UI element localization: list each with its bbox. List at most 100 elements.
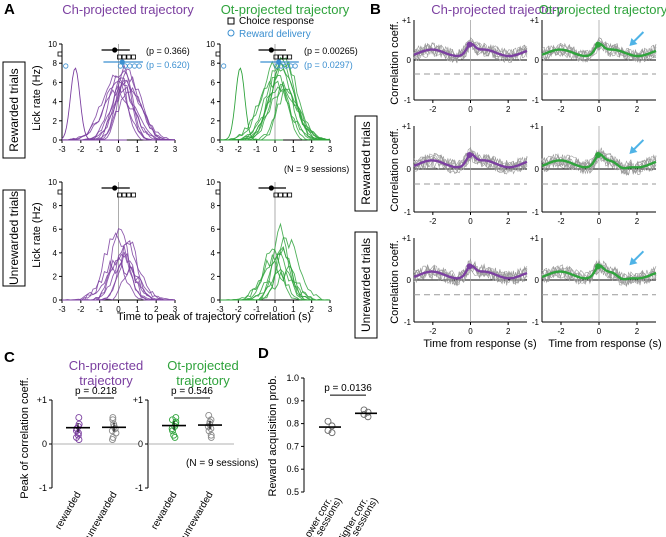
- ytick-label-ch-unrewarded: 0: [53, 296, 58, 305]
- xtick-label-b-ch-row2: 2: [506, 217, 511, 226]
- xtick-label-b-ch-row3: 0: [468, 327, 473, 336]
- xtick-label-b-ot-row2: 0: [597, 217, 602, 226]
- ytick-label-ot-rewarded: 8: [211, 59, 216, 68]
- choice-marker-square-ch-unrewarded: [121, 192, 127, 198]
- xtick-label-ot-unrewarded: 3: [328, 305, 333, 314]
- panel-letter-d: D: [258, 345, 269, 362]
- xtick-label-b-ch-row1: -2: [429, 105, 437, 114]
- ytick-label-b-ch-row2: 0: [407, 165, 412, 174]
- session-trace-b-ot-row3: [541, 260, 657, 286]
- xtick-label-ch-rewarded: 3: [173, 145, 178, 154]
- ytick-label-b-ot-row1: -1: [532, 96, 540, 105]
- choice-marker-square-ch-unrewarded: [131, 192, 136, 198]
- ytick-label-b-ot-row2: 0: [535, 165, 540, 174]
- ytick-label-ot-unrewarded: 2: [211, 272, 216, 281]
- svg-text:Ch-projected: Ch-projected: [69, 358, 143, 373]
- xtick-label-ch-unrewarded: -1: [96, 305, 104, 314]
- data-point-c-ot-rewarded: [169, 427, 176, 435]
- ytick-label-ch-rewarded: 0: [53, 136, 58, 145]
- svg-text:trajectory: trajectory: [176, 373, 230, 388]
- ytick-label-c-ch: -1: [39, 483, 47, 493]
- xtick-label-b-ot-row1: 0: [597, 105, 602, 114]
- panel-b-ylabel-row1: Correlation coeff.: [389, 21, 401, 105]
- ytick-label-d: 0.5: [286, 487, 299, 497]
- svg-text:Rewarded trials: Rewarded trials: [359, 121, 373, 204]
- ytick-label-ch-unrewarded: 8: [53, 202, 58, 211]
- panel-a-pval-ot-reward: (p = 0.0297): [304, 60, 353, 70]
- xtick-label-ch-rewarded: -1: [96, 145, 104, 154]
- panel-b-title-ch: Ch-projected trajectory: [431, 2, 563, 17]
- panel-a-ylabel-top: Lick rate (Hz): [31, 65, 43, 130]
- xtick-label-ot-rewarded: -2: [235, 145, 243, 154]
- ytick-label-b-ot-row3: 0: [535, 276, 540, 285]
- data-point-c-ot-unrewarded: [207, 433, 215, 441]
- ytick-label-c-ot: 0: [138, 439, 143, 449]
- reward-marker-circle-ch-rewarded: [63, 63, 69, 69]
- ytick-label-d: 0.8: [286, 419, 299, 429]
- ytick-label-b-ch-row3: -1: [404, 318, 412, 327]
- ytick-label-d: 1.0: [286, 373, 299, 383]
- choice-marker-square-ch-rewarded: [117, 54, 122, 60]
- data-point-c-ch-unrewarded: [109, 436, 116, 444]
- ytick-label-ot-unrewarded: 10: [206, 178, 215, 187]
- ytick-label-c-ch: 0: [42, 439, 47, 449]
- panel-letter-c: C: [4, 349, 15, 366]
- session-trace-b-ch-row1: [413, 39, 528, 63]
- svg-text:trajectory: trajectory: [79, 373, 133, 388]
- xtick-label-ot-unrewarded: -2: [235, 305, 243, 314]
- ytick-label-b-ch-row3: 0: [407, 276, 412, 285]
- lick-trace-ch-unrewarded: [62, 256, 175, 301]
- reward-marker-circle-ch-rewarded: [136, 63, 142, 69]
- xtick-label-ch-unrewarded: 2: [154, 305, 159, 314]
- xtick-label-b-ch-row1: 0: [468, 105, 473, 114]
- session-trace-b-ch-row2: [413, 147, 528, 173]
- data-point-d: [328, 422, 336, 430]
- ytick-label-ot-rewarded: 0: [211, 136, 216, 145]
- xtick-label-b-ch-row2: 0: [468, 217, 473, 226]
- reward-mean-dot-ch-rewarded: [119, 59, 125, 65]
- panel-a-pval-ch-choice: (p = 0.366): [146, 46, 190, 56]
- panel-b-xlabel-ot: Time from response (s): [548, 338, 661, 350]
- xtick-label-b-ot-row3: 2: [635, 327, 640, 336]
- choice-marker-square-ot-unrewarded: [273, 192, 279, 198]
- choice-marker-square-ot-unrewarded: [287, 192, 293, 198]
- xtick-label-ch-rewarded: -3: [58, 145, 66, 154]
- svg-text:Unrewarded trials: Unrewarded trials: [7, 191, 21, 285]
- choice-marker-square-ot-rewarded: [287, 54, 293, 60]
- ytick-label-b-ch-row1: 0: [407, 56, 412, 65]
- ytick-label-ch-rewarded: 6: [53, 78, 58, 87]
- ytick-label-ot-rewarded: 6: [211, 78, 216, 87]
- xcat-label-c-ot-rewarded: rewarded: [149, 490, 179, 532]
- choice-mean-dot-ch-rewarded: [112, 47, 118, 53]
- panel-b-xlabel-ch: Time from response (s): [423, 338, 536, 350]
- xtick-label-ot-rewarded: 3: [328, 145, 333, 154]
- xtick-label-ch-unrewarded: -3: [58, 305, 66, 314]
- reward-marker-circle-ch-rewarded: [127, 63, 133, 69]
- panel-b-row-label-unrewarded: Unrewarded trials: [354, 231, 378, 339]
- xtick-label-ot-unrewarded: 0: [273, 305, 278, 314]
- ytick-label-ch-unrewarded: 6: [53, 225, 58, 234]
- ytick-label-ch-unrewarded: 2: [53, 272, 58, 281]
- data-point-d: [360, 411, 368, 418]
- ytick-label-ot-unrewarded: 4: [211, 249, 216, 258]
- choice-marker-square-ot-rewarded: [278, 54, 283, 60]
- panel-a-pval-ot-choice: (p = 0.00265): [304, 46, 358, 56]
- panel-a-ylabel-bottom: Lick rate (Hz): [31, 202, 43, 267]
- svg-text:Unrewarded trials: Unrewarded trials: [359, 238, 373, 332]
- xcat-label-c-ot-unrewarded: unrewarded: [180, 490, 216, 537]
- session-trace-b-ch-row3: [413, 262, 528, 286]
- choice-mean-dot-ot-unrewarded: [268, 185, 274, 191]
- peak-marker-b-ch-row1: [466, 41, 473, 48]
- ytick-label-b-ch-row1: +1: [402, 16, 412, 25]
- xtick-label-b-ch-row1: 2: [506, 105, 511, 114]
- data-point-d: [324, 417, 332, 425]
- ytick-label-ch-unrewarded: 10: [48, 178, 57, 187]
- data-point-d: [364, 408, 372, 416]
- panel-a-row-label-rewarded: Rewarded trials: [2, 61, 26, 159]
- pval-label-c-ch: p = 0.218: [75, 386, 117, 397]
- xtick-label-ot-rewarded: 1: [291, 145, 296, 154]
- xtick-label-ot-unrewarded: -3: [216, 305, 224, 314]
- xtick-label-ch-unrewarded: 1: [135, 305, 140, 314]
- legend-reward-circle-icon: [227, 29, 235, 37]
- xtick-label-b-ch-row3: 2: [506, 327, 511, 336]
